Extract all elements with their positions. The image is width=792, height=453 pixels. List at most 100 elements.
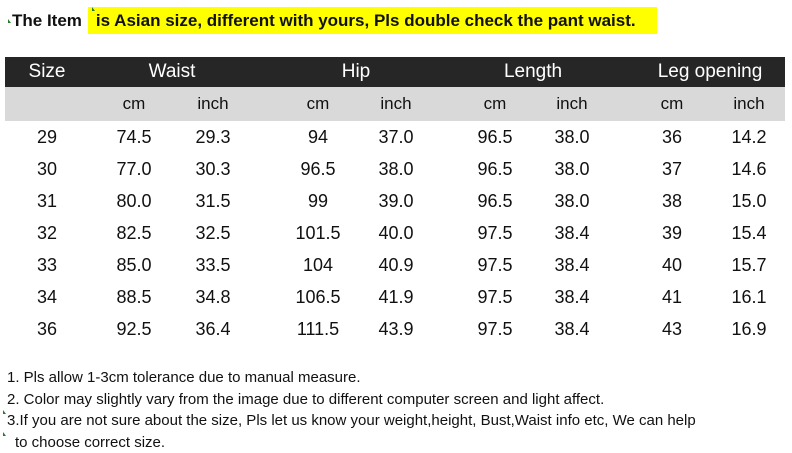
table-row: 32 82.5 32.5 101.5 40.0 97.5 38.4 39 15.4	[5, 218, 785, 250]
table-row: 31 80.0 31.5 99 39.0 96.5 38.0 38 15.0	[5, 186, 785, 218]
table-cell: 32	[36, 223, 58, 243]
table-cell: 96.5	[300, 159, 336, 179]
table-cell: 97.5	[477, 287, 513, 307]
table-cell: 40.0	[378, 223, 414, 243]
table-cell: 31	[36, 191, 58, 211]
table-cell: 40.9	[378, 255, 414, 275]
table-cell: 80.0	[116, 191, 152, 211]
notes: 1. Pls allow 1-3cm tolerance due to manu…	[3, 367, 696, 453]
table-cell: 39	[661, 223, 683, 243]
table-cell: 38.0	[378, 159, 414, 179]
table-cell: 37.0	[378, 127, 414, 147]
table-cell: 106.5	[295, 287, 341, 307]
table-header: Size Waist Hip Length Leg opening	[5, 57, 785, 87]
unit-header: inch	[197, 94, 229, 113]
column-header: Hip	[341, 61, 371, 82]
table-row: 36 92.5 36.4 111.5 43.9 97.5 38.4 43 16.9	[5, 314, 785, 346]
table-cell: 43	[661, 319, 683, 339]
table-cell: 38.0	[554, 127, 590, 147]
table-cell: 29	[36, 127, 58, 147]
table-cell: 97.5	[477, 255, 513, 275]
table-cell: 33	[36, 255, 58, 275]
table-cell: 29.3	[195, 127, 231, 147]
table-cell: 32.5	[195, 223, 231, 243]
note-1: 1. Pls allow 1-3cm tolerance due to manu…	[7, 369, 361, 386]
column-header: Leg opening	[657, 61, 763, 82]
note-4: to choose correct size.	[3, 431, 696, 453]
table-cell: 101.5	[295, 223, 341, 243]
column-header: Waist	[148, 61, 196, 82]
comment-marker-icon	[91, 7, 95, 11]
table-row: 33 85.0 33.5 104 40.9 97.5 38.4 40 15.7	[5, 250, 785, 282]
table-cell: 36	[661, 127, 683, 147]
table-cell: 74.5	[116, 127, 152, 147]
title-highlight: is Asian size, different with yours, Pls…	[87, 7, 657, 34]
title-prefix: The Item	[12, 10, 82, 30]
table-cell: 38.4	[554, 255, 590, 275]
table-cell: 34.8	[195, 287, 231, 307]
comment-marker-icon	[3, 431, 6, 436]
table-cell: 99	[307, 191, 329, 211]
table-cell: 82.5	[116, 223, 152, 243]
unit-header: inch	[733, 94, 765, 113]
table-cell: 97.5	[477, 319, 513, 339]
table-row: 29 74.5 29.3 94 37.0 96.5 38.0 36 14.2	[5, 122, 785, 154]
table-cell: 36.4	[195, 319, 231, 339]
comment-marker-icon	[3, 410, 6, 414]
table-cell: 92.5	[116, 319, 152, 339]
table-cell: 38.0	[554, 191, 590, 211]
unit-header: cm	[483, 94, 507, 113]
table-cell: 37	[661, 159, 683, 179]
table-cell: 38	[661, 191, 683, 211]
table-cell: 14.2	[731, 127, 767, 147]
comment-marker-icon	[8, 18, 11, 23]
column-header: Length	[503, 61, 563, 82]
note-3: 3.If you are not sure about the size, Pl…	[3, 410, 696, 432]
table-cell: 15.0	[731, 191, 767, 211]
table-subheader: cm inch cm inch cm inch cm inch	[5, 87, 785, 121]
table-cell: 85.0	[116, 255, 152, 275]
table-row: 34 88.5 34.8 106.5 41.9 97.5 38.4 41 16.1	[5, 282, 785, 314]
table-cell: 41	[661, 287, 683, 307]
table-cell: 104	[302, 255, 334, 275]
table-cell: 39.0	[378, 191, 414, 211]
table-cell: 96.5	[477, 159, 513, 179]
note-4-text: to choose correct size.	[15, 433, 166, 451]
table-cell: 94	[307, 127, 329, 147]
table-cell: 96.5	[477, 127, 513, 147]
table-cell: 16.9	[731, 319, 767, 339]
unit-header: cm	[306, 94, 330, 113]
table-cell: 38.4	[554, 319, 590, 339]
table-cell: 30.3	[195, 159, 231, 179]
table-cell: 38.4	[554, 223, 590, 243]
table-cell: 40	[661, 255, 683, 275]
unit-header: inch	[556, 94, 588, 113]
column-header: Size	[28, 61, 66, 82]
table-cell: 16.1	[731, 287, 767, 307]
table-row: 30 77.0 30.3 96.5 38.0 96.5 38.0 37 14.6	[5, 154, 785, 186]
table-cell: 31.5	[195, 191, 231, 211]
table-cell: 111.5	[296, 319, 340, 339]
table-cell: 33.5	[195, 255, 231, 275]
table-cell: 38.0	[554, 159, 590, 179]
table-cell: 88.5	[116, 287, 152, 307]
table-cell: 77.0	[116, 159, 152, 179]
table-cell: 97.5	[477, 223, 513, 243]
unit-header: cm	[122, 94, 146, 113]
table-cell: 38.4	[554, 287, 590, 307]
table-cell: 43.9	[378, 319, 414, 339]
note-2: 2. Color may slightly vary from the imag…	[7, 390, 605, 408]
unit-header: inch	[380, 94, 412, 113]
unit-header: cm	[660, 94, 684, 113]
table-cell: 41.9	[378, 287, 414, 307]
page-title: The Item is Asian size, different with y…	[8, 7, 657, 34]
table-cell: 36	[36, 319, 58, 339]
table-cell: 15.4	[731, 223, 767, 243]
title-highlight-text: is Asian size, different with yours, Pls…	[95, 11, 636, 30]
table-cell: 15.7	[731, 255, 767, 275]
table-cell: 30	[36, 159, 58, 179]
note-3-text: 3.If you are not sure about the size, Pl…	[7, 412, 696, 429]
table-cell: 34	[36, 287, 58, 307]
table-cell: 14.6	[731, 159, 767, 179]
table-cell: 96.5	[477, 191, 513, 211]
